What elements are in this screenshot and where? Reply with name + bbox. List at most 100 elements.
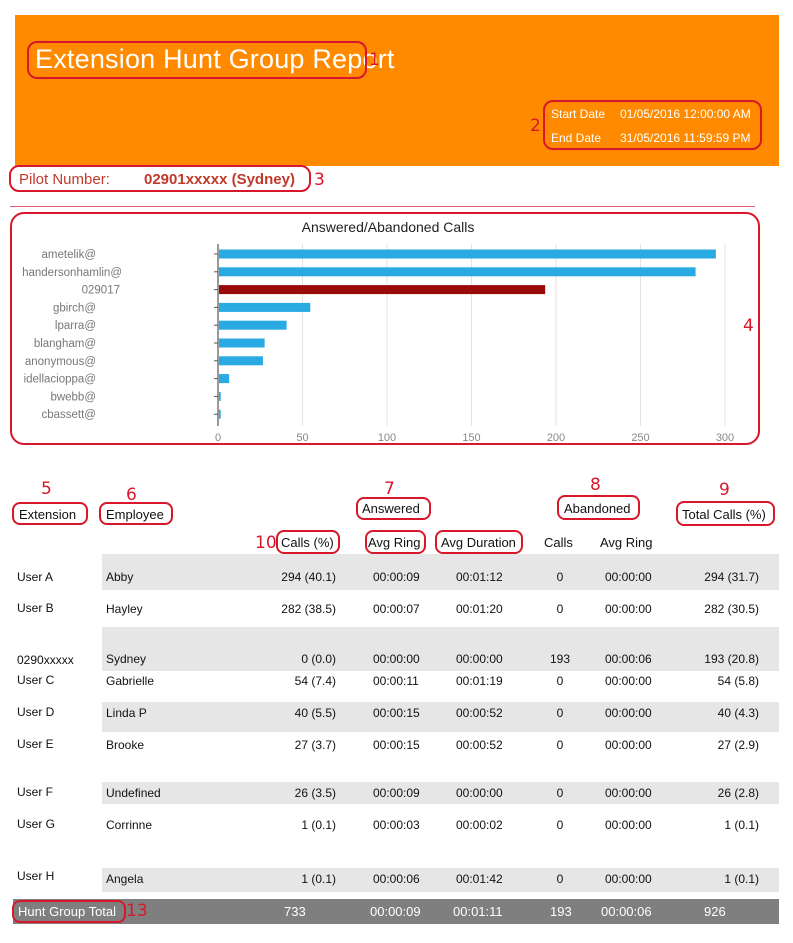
callout-box-total <box>12 900 126 923</box>
callout-box-extension <box>12 502 88 525</box>
employee-cell: Corrinne <box>106 818 153 832</box>
x-tick-label: 50 <box>296 432 308 444</box>
employee-cell: Gabrielle <box>106 674 155 688</box>
avg-duration-cell: 00:00:52 <box>456 706 503 720</box>
x-tick-label: 200 <box>547 432 565 444</box>
total-avg-ring: 00:00:09 <box>370 904 421 919</box>
total-calls-cell: 193 (20.8) <box>704 652 759 666</box>
row-band <box>102 782 779 804</box>
callout-number: 1 <box>369 50 380 70</box>
avg-duration-cell: 00:01:12 <box>456 570 503 584</box>
end-date-value: 31/05/2016 11:59:59 PM <box>620 131 751 145</box>
row-band-gap <box>13 590 102 626</box>
avg-ring-cell: 00:00:07 <box>373 602 420 616</box>
x-tick-label: 250 <box>631 432 649 444</box>
x-tick-label: 150 <box>462 432 480 444</box>
avg-ring-cell: 00:00:09 <box>373 786 420 800</box>
end-date-label: End Date <box>551 131 602 145</box>
total-calls-cell: 26 (2.8) <box>717 786 759 800</box>
total-calls-cell: 40 (4.3) <box>717 706 759 720</box>
employee-cell: Sydney <box>106 652 147 666</box>
total-calls-cell: 294 (31.7) <box>704 570 759 584</box>
header-extension: Extension <box>19 507 77 522</box>
total-calls-cell: 1 (0.1) <box>724 872 759 886</box>
extension-cell: User G <box>17 817 56 831</box>
extension-cell: User D <box>17 705 55 719</box>
header-employee: Employee <box>106 507 164 522</box>
category-label: handersonhamlin@ <box>22 267 122 279</box>
abandoned-calls-cell: 193 <box>549 652 571 666</box>
abandoned-avg-ring-cell: 00:00:00 <box>605 602 652 616</box>
row-band <box>102 868 779 892</box>
callout-number: 10 <box>255 533 277 553</box>
avg-ring-cell: 00:00:00 <box>373 652 420 666</box>
calls-pct-cell: 294 (40.1) <box>281 570 336 584</box>
header-abandoned: Abandoned <box>564 501 631 516</box>
callout-number: 5 <box>41 479 52 499</box>
row-band <box>102 554 779 590</box>
x-tick-label: 100 <box>378 432 396 444</box>
extension-cell: User A <box>17 570 54 584</box>
category-label: blangham@ <box>34 338 96 350</box>
callout-box-abandoned <box>557 495 640 520</box>
category-label: anonymous@ <box>25 356 96 368</box>
start-date-label: Start Date <box>551 107 606 121</box>
bar-cbassett <box>219 409 221 419</box>
pilot-number-label: Pilot Number: <box>19 171 110 188</box>
employee-cell: Angela <box>106 872 144 886</box>
total-abandoned-avg-ring: 00:00:06 <box>601 904 652 919</box>
total-avg-duration: 00:01:11 <box>453 904 503 919</box>
callout-box-avg-ring <box>365 530 426 554</box>
report-header <box>15 15 779 166</box>
avg-duration-cell: 00:00:00 <box>456 786 503 800</box>
total-calls-cell: 54 (5.8) <box>717 674 759 688</box>
calls-pct-cell: 0 (0.0) <box>301 652 336 666</box>
employee-cell: Linda P <box>106 706 147 720</box>
bar-handersonhamlin <box>219 267 696 277</box>
extension-cell: User E <box>17 737 54 751</box>
extension-cell: User C <box>17 673 55 687</box>
avg-duration-cell: 00:00:00 <box>456 652 503 666</box>
callout-box-title <box>27 41 367 79</box>
category-label: gbirch@ <box>53 302 96 314</box>
abandoned-calls-cell: 0 <box>556 738 564 752</box>
avg-ring-cell: 00:00:15 <box>373 738 420 752</box>
category-label: 029017 <box>82 285 120 297</box>
employee-cell: Hayley <box>106 602 143 616</box>
header-avg-ring: Avg Ring <box>368 535 421 550</box>
abandoned-avg-ring-cell: 00:00:00 <box>605 674 652 688</box>
abandoned-avg-ring-cell: 00:00:00 <box>605 570 652 584</box>
calls-pct-cell: 54 (7.4) <box>294 674 336 688</box>
abandoned-avg-ring-cell: 00:00:00 <box>605 818 652 832</box>
callout-number: 13 <box>126 901 148 921</box>
bar-blangham <box>219 338 265 348</box>
avg-duration-cell: 00:01:20 <box>456 602 503 616</box>
start-date-value: 01/05/2016 12:00:00 AM <box>620 107 751 121</box>
callout-number: 7 <box>384 479 395 499</box>
callout-box-chart <box>10 212 760 445</box>
avg-duration-cell: 00:01:42 <box>456 872 503 886</box>
callout-box-calls-pct <box>276 530 340 554</box>
callout-number: 6 <box>126 485 137 505</box>
calls-pct-cell: 27 (3.7) <box>294 738 336 752</box>
abandoned-avg-ring-cell: 00:00:00 <box>605 706 652 720</box>
avg-ring-cell: 00:00:11 <box>373 674 419 688</box>
callout-box-pilot <box>9 165 311 192</box>
bar-idellacioppa <box>219 374 230 384</box>
callout-number: 2 <box>530 116 541 136</box>
employee-cell: Abby <box>106 570 134 584</box>
bar-029017 <box>219 285 546 295</box>
avg-ring-cell: 00:00:03 <box>373 818 420 832</box>
callout-box-answered <box>356 497 431 520</box>
callout-number: 4 <box>743 316 754 336</box>
x-tick-label: 0 <box>215 432 221 444</box>
avg-duration-cell: 00:00:52 <box>456 738 503 752</box>
avg-duration-cell: 00:01:19 <box>456 674 503 688</box>
callout-box-avg-duration <box>435 530 523 554</box>
abandoned-calls-cell: 0 <box>556 818 564 832</box>
pilot-number-value: 02901xxxxx (Sydney) <box>144 171 295 188</box>
extension-cell: User F <box>17 785 53 799</box>
avg-ring-cell: 00:00:09 <box>373 570 420 584</box>
report-title: Extension Hunt Group Report <box>35 44 395 74</box>
total-calls: 733 <box>284 904 306 919</box>
